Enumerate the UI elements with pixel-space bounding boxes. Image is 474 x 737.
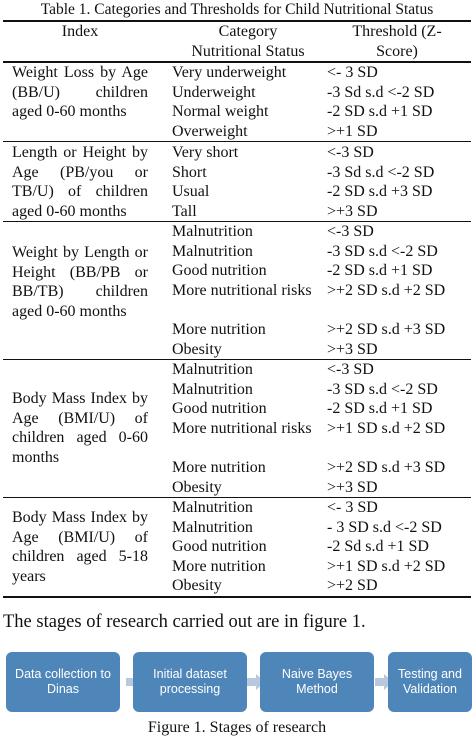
index-cell: Body Mass Index by Age (BMI/U) of childr…	[12, 509, 148, 585]
category-cell: Very short	[172, 144, 239, 161]
threshold-cell: <- 3 SD	[327, 64, 378, 81]
threshold-cell: >+1 SD s.d +2 SD	[327, 557, 446, 575]
category-cell: Very underweight	[172, 64, 287, 81]
flow-step-testing-validation: Testing and Validation	[388, 652, 472, 712]
threshold-cell: <-3 SD	[327, 223, 374, 240]
header-threshold-line2: Score)	[376, 42, 418, 60]
table-bottom-rule	[3, 596, 471, 598]
category-cell: Good nutrition	[172, 262, 267, 279]
figure-caption: Figure 1. Stages of research	[147, 719, 327, 736]
threshold-cell: >+3 SD	[327, 340, 378, 358]
index-cell: Length or Height by Age (PB/you or TB/U)…	[12, 144, 148, 220]
threshold-cell: -3 SD s.d <-2 SD	[327, 380, 438, 398]
table-header-rule	[3, 61, 471, 63]
category-cell: Good nutrition	[172, 538, 267, 555]
category-cell: More nutrition	[172, 557, 266, 575]
threshold-cell: - 3 SD s.d <-2 SD	[327, 518, 442, 536]
table-top-rule	[3, 20, 471, 22]
threshold-cell: >+1 SD	[327, 122, 378, 140]
category-cell: Underweight	[172, 83, 256, 101]
threshold-cell: -2 SD s.d +1 SD	[327, 400, 433, 417]
body-paragraph: The stages of research carried out are i…	[3, 612, 366, 632]
threshold-cell: -2 SD s.d +1 SD	[327, 262, 433, 279]
index-cell: Weight by Length or Height (BB/PB or BB/…	[12, 244, 148, 320]
category-cell: More nutritional risks	[172, 281, 312, 299]
group-separator	[3, 221, 471, 222]
category-cell: Obesity	[172, 340, 222, 358]
category-cell: Overweight	[172, 122, 248, 140]
header-category-line1: Category	[218, 23, 278, 40]
threshold-cell: >+2 SD s.d +3 SD	[327, 321, 446, 338]
category-cell: Short	[172, 163, 207, 181]
index-cell: Weight Loss by Age (BB/U) children aged …	[12, 64, 148, 120]
category-cell: Obesity	[172, 577, 222, 594]
group-separator	[3, 497, 471, 498]
category-cell: Tall	[172, 202, 197, 220]
group-separator	[3, 141, 471, 142]
threshold-cell: <-3 SD	[327, 361, 374, 378]
threshold-cell: -2 SD s.d +3 SD	[327, 183, 433, 200]
threshold-cell: -2 Sd s.d +1 SD	[327, 538, 429, 555]
category-cell: Malnutrition	[172, 223, 253, 240]
category-cell: Usual	[172, 183, 210, 200]
category-cell: Obesity	[172, 478, 222, 496]
header-category: Category Nutritional Status	[168, 22, 328, 61]
threshold-cell: >+3 SD	[327, 202, 378, 220]
threshold-cell: -3 Sd s.d <-2 SD	[327, 163, 435, 181]
category-cell: Malnutrition	[172, 518, 253, 536]
threshold-cell: <- 3 SD	[327, 499, 378, 516]
flow-step-data-collection: Data collection to Dinas	[6, 652, 120, 712]
category-cell: Good nutrition	[172, 400, 267, 417]
category-cell: More nutritional risks	[172, 419, 312, 437]
category-cell: Malnutrition	[172, 361, 253, 378]
threshold-cell: -3 Sd s.d <-2 SD	[327, 83, 435, 101]
research-stages-diagram: Data collection to Dinas Initial dataset…	[0, 652, 474, 712]
threshold-cell: <-3 SD	[327, 144, 374, 161]
threshold-cell: >+2 SD	[327, 577, 378, 594]
category-cell: More nutrition	[172, 321, 266, 338]
header-index: Index	[61, 23, 99, 40]
table-caption: Table 1. Categories and Thresholds for C…	[40, 1, 434, 18]
threshold-cell: >+1 SD s.d +2 SD	[327, 419, 446, 437]
header-threshold: Threshold (Z- Score)	[322, 22, 472, 61]
header-category-line2: Nutritional Status	[191, 42, 305, 60]
threshold-cell: -3 SD s.d <-2 SD	[327, 242, 438, 260]
flow-step-naive-bayes: Naive Bayes Method	[260, 652, 374, 712]
category-cell: Normal weight	[172, 103, 269, 120]
group-separator	[3, 359, 471, 360]
threshold-cell: >+2 SD s.d +2 SD	[327, 281, 446, 299]
category-cell: More nutrition	[172, 459, 266, 476]
header-threshold-line1: Threshold (Z-	[352, 23, 442, 40]
threshold-cell: >+2 SD s.d +3 SD	[327, 459, 446, 476]
index-cell: Body Mass Index by Age (BMI/U) of childr…	[12, 390, 148, 466]
category-cell: Malnutrition	[172, 380, 253, 398]
category-cell: Malnutrition	[172, 499, 253, 516]
category-cell: Malnutrition	[172, 242, 253, 260]
flow-step-initial-processing: Initial dataset processing	[133, 652, 247, 712]
threshold-cell: -2 SD s.d +1 SD	[327, 103, 433, 120]
threshold-cell: >+3 SD	[327, 478, 378, 496]
